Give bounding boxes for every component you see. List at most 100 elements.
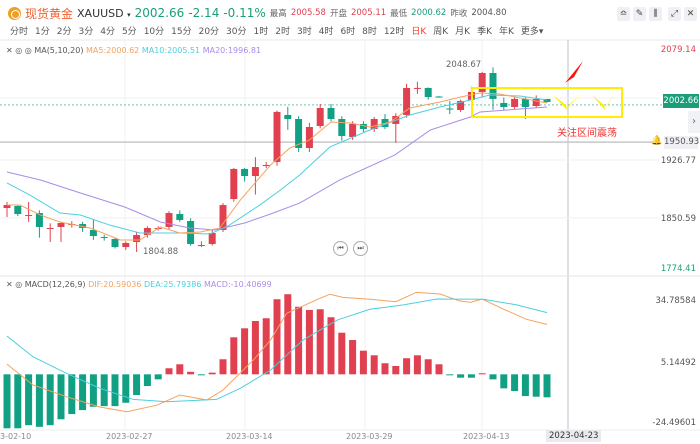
zigzag-arrow-icon [592,95,605,110]
price-axis-label: 2079.14 [660,45,696,55]
tab-22[interactable]: 更多▾ [520,27,544,37]
annotation-text: 关注区间震荡 [557,128,617,139]
settings-icon[interactable]: ◎ [15,280,23,289]
tab-12[interactable]: 3时 [296,27,312,37]
macd-bar [68,374,76,415]
macd-bar [208,372,216,375]
replay-forward-button[interactable]: ⏭ [353,241,368,256]
high-label: 最高 [269,9,287,19]
macd-bar [14,374,22,429]
prev-close-value: 2004.80 [471,8,507,18]
settings-icon[interactable]: ◎ [24,46,32,55]
remove-indicator-icon[interactable]: ✕ [6,280,13,289]
symbol-selector[interactable]: XAUUSD ▾ [77,7,131,20]
date-label: 2023-03-14 [226,432,273,441]
macd-bar [57,374,65,420]
remove-indicator-icon[interactable]: ✕ [6,46,13,55]
tab-18[interactable]: 周K [433,27,449,37]
ma5-value: MA5:2000.62 [86,46,140,55]
tab-7[interactable]: 15分 [171,27,192,37]
candle-body [424,87,432,98]
high-marker-label: 2048.67 [446,60,482,70]
macd-title: MACD(12,26,9) [24,280,86,289]
expand-panel-chevron-icon[interactable]: › [688,111,700,133]
high-value: 2005.58 [290,8,326,18]
tab-6[interactable]: 10分 [143,27,165,37]
candle-style-icon[interactable]: ⫼ [649,7,662,21]
macd-bar [79,374,87,411]
ma10-line [6,94,548,235]
dif-value: DIF:20.59036 [88,280,142,289]
tab-15[interactable]: 8时 [362,27,377,37]
price-axis-label: 1774.41 [660,264,696,274]
tab-8[interactable]: 20分 [198,27,220,37]
tab-20[interactable]: 季K [477,27,492,37]
macd-bar [435,364,443,375]
tab-13[interactable]: 4时 [318,27,334,37]
instrument-name: 现货黄金 [25,6,74,21]
open-label: 开盘 [329,9,347,19]
tab-17[interactable]: 日K [411,27,427,37]
close-icon[interactable]: ✕ [684,7,697,21]
macd-bar [446,374,454,376]
candle-body [273,111,281,162]
tab-21[interactable]: 年K [498,27,514,37]
tab-14[interactable]: 6时 [340,27,356,37]
visibility-icon[interactable]: ◎ [15,46,23,55]
candle-body [35,213,43,227]
prev-close-label: 昨收 [450,9,468,19]
date-label: 2023-02-27 [106,432,153,441]
tab-5[interactable]: 5分 [121,27,137,37]
caret-down-icon: ▾ [127,10,131,19]
macd-axis-label: 5.14492 [660,358,696,368]
tab-0[interactable]: 分时 [10,27,29,37]
candle-body [435,96,443,98]
price-axis-label: 1926.77 [660,156,696,166]
macd-bar [359,350,367,375]
candle-body [403,87,411,115]
candle-body [57,223,65,227]
tab-19[interactable]: 月K [455,27,471,37]
open-value: 2005.11 [350,8,387,18]
macd-bar [543,374,551,398]
candle-body [208,233,216,245]
candle-body [446,108,454,110]
tab-16[interactable]: 12时 [383,27,405,37]
macd-bar [143,374,151,387]
tab-2[interactable]: 2分 [56,27,72,37]
macd-bar [381,363,389,375]
expand-icon[interactable]: ⤢ [668,7,681,21]
bell-icon[interactable]: 🔔 [651,136,663,146]
tab-9[interactable]: 30分 [226,27,247,37]
candle-body [543,98,551,102]
tab-10[interactable]: 1时 [253,27,269,37]
price-axis-label: 1850.59 [660,214,696,224]
ma20-line [6,106,548,231]
candle-body [14,205,22,215]
macd-axis-label: 34.78584 [655,296,696,306]
candle-body [46,227,54,229]
tab-3[interactable]: 3分 [78,27,94,37]
macd-bar [532,374,540,397]
candle-body [295,119,303,148]
candle-body [359,123,367,129]
macd-bar [35,374,43,427]
ma-title: MA(5,10,20) [34,46,84,55]
replay-back-button[interactable]: ⏮ [333,241,348,256]
last-price: 2002.66 [134,6,185,20]
pen-icon[interactable]: ✎ [633,7,646,21]
alert-price-tag[interactable]: 1950.93 [664,136,700,149]
tab-11[interactable]: 2时 [275,27,290,37]
macd-bar [284,294,292,375]
macd-bar [197,374,205,376]
candle-body [370,119,378,129]
macd-bar [241,328,249,375]
candle-body [219,205,227,230]
line-draw-icon[interactable]: ≏ [617,7,630,21]
tab-4[interactable]: 4分 [100,27,115,37]
macd-bar [511,374,519,392]
low-marker-label: 1804.88 [143,247,179,257]
tab-1[interactable]: 1分 [35,27,50,37]
dea-value: DEA:25.79386 [144,280,202,289]
